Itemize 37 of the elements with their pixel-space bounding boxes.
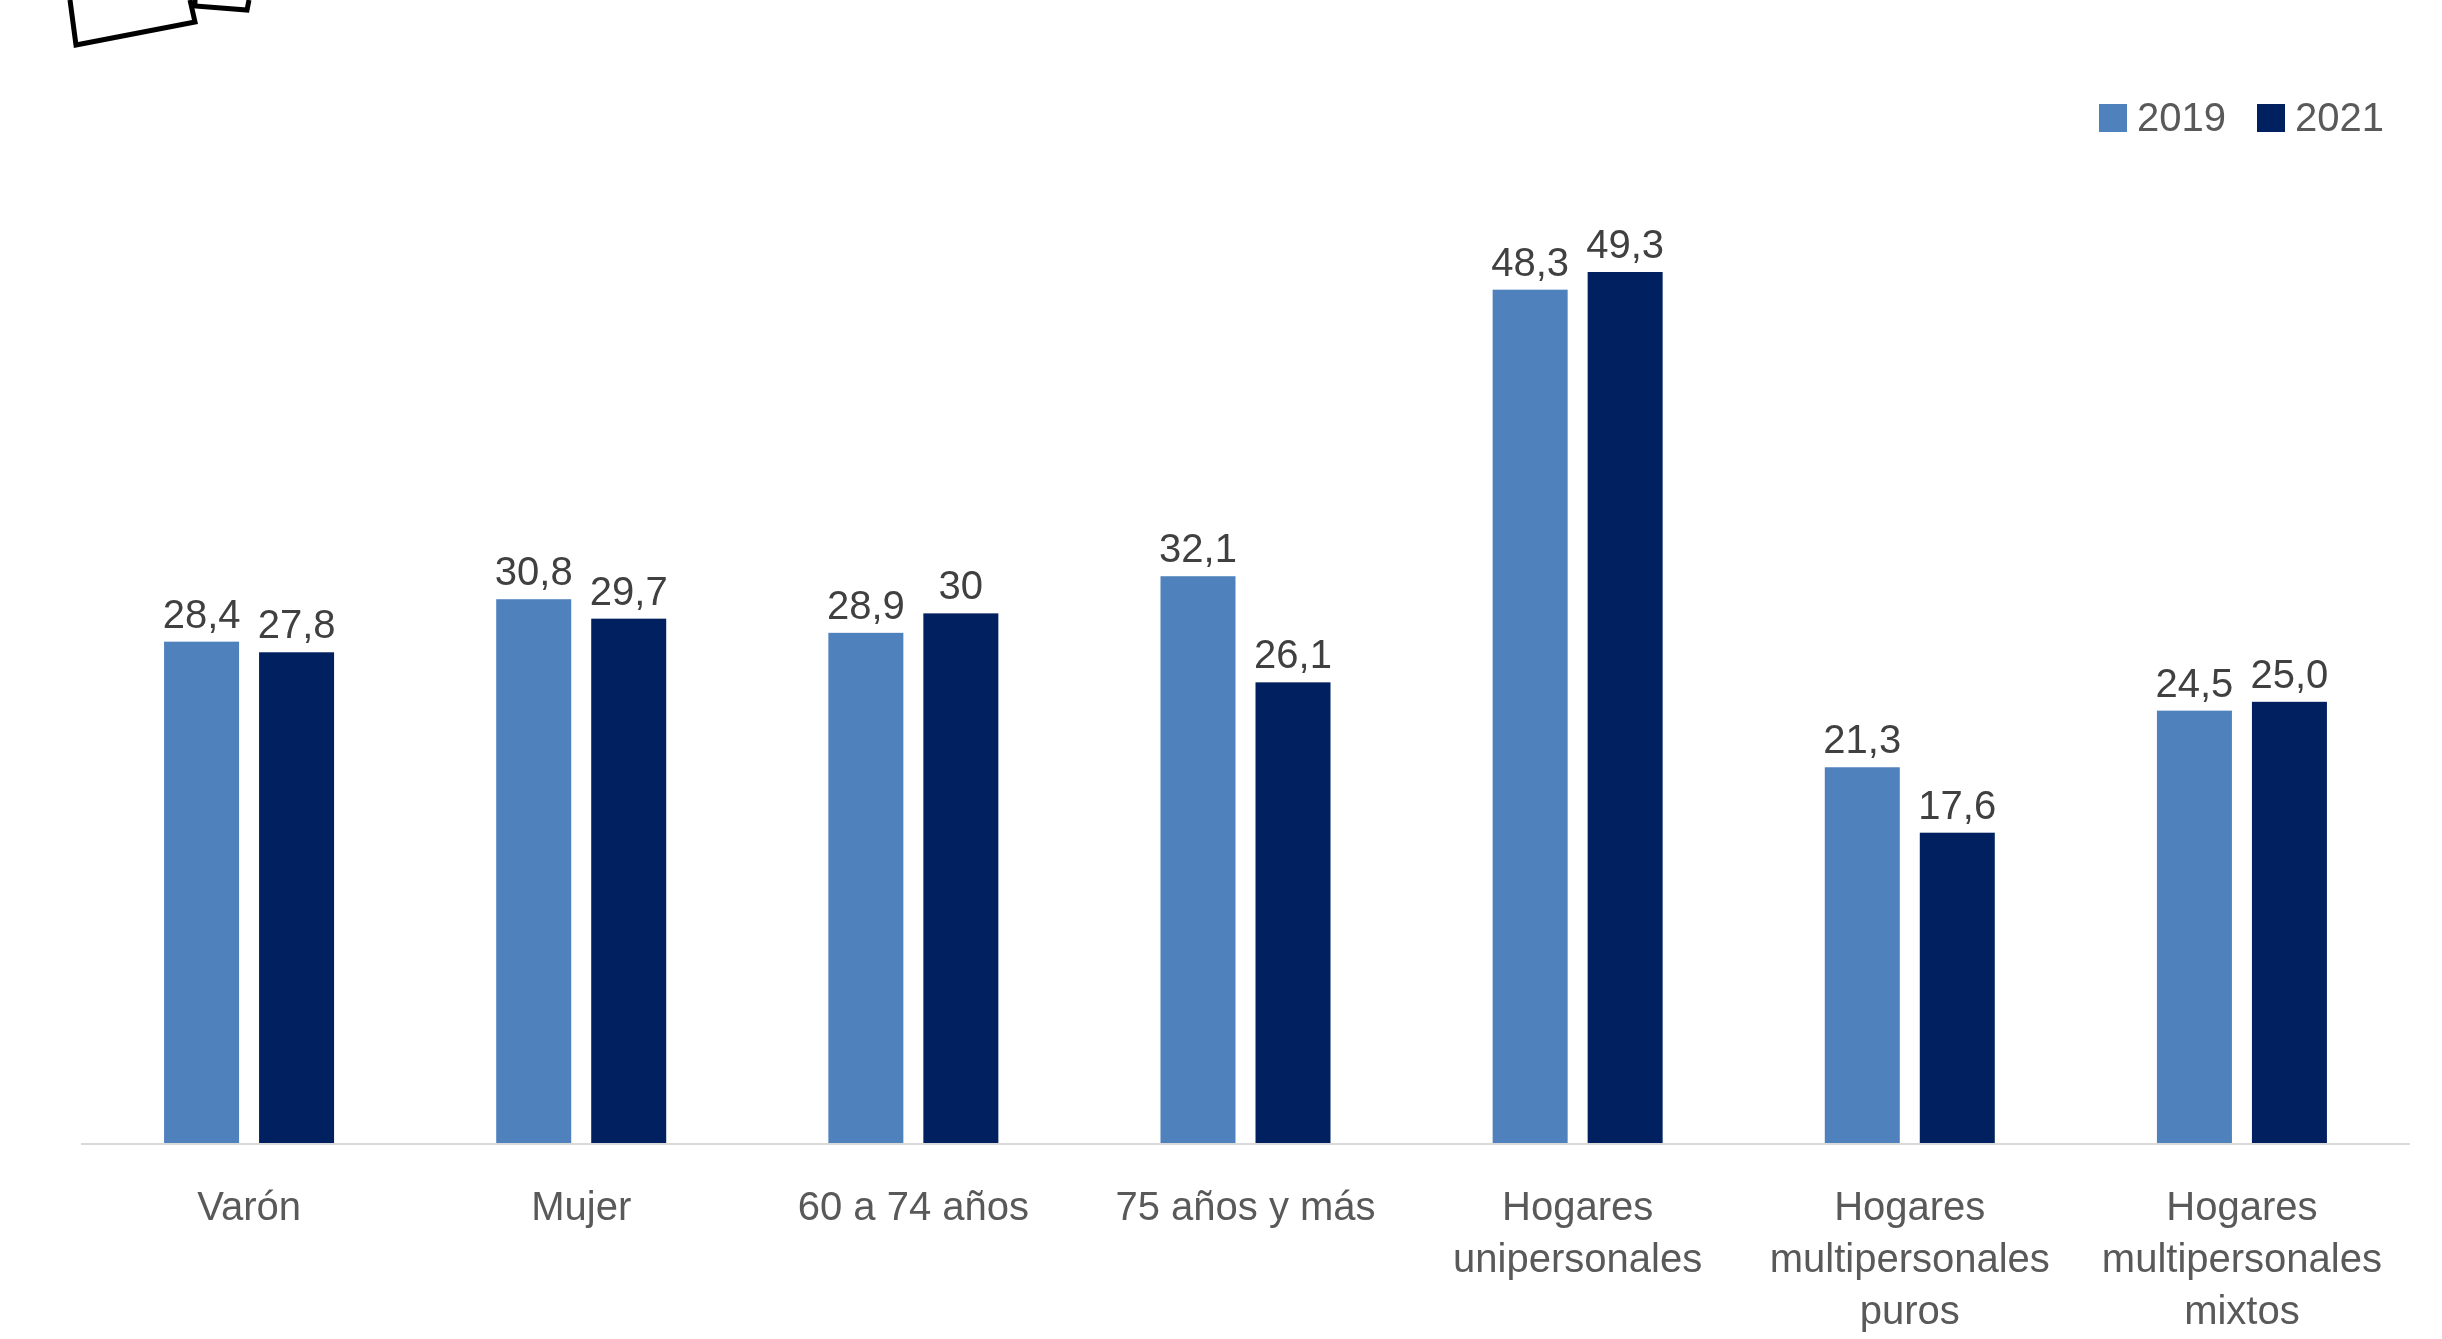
bar <box>591 618 667 1144</box>
x-tick-label: Hogares multipersonales mixtos <box>2101 1184 2382 1332</box>
data-label: 28,9 <box>826 582 905 627</box>
data-label: 26,1 <box>1254 632 1332 677</box>
bar <box>1160 576 1236 1144</box>
data-label: 21,3 <box>1823 717 1902 762</box>
x-tick-label: Hogares unipersonales <box>1453 1184 1703 1280</box>
data-label: 48,3 <box>1491 239 1570 284</box>
bar <box>2156 710 2232 1144</box>
bar <box>1919 832 1995 1144</box>
x-tick-label: Varón <box>197 1184 301 1228</box>
data-label: 25,0 <box>2250 651 2329 696</box>
data-label: 17,6 <box>1918 782 1997 827</box>
bar <box>2251 701 2327 1144</box>
data-label: 30,8 <box>494 549 573 594</box>
data-label: 49,3 <box>1586 222 1665 266</box>
data-label: 28,4 <box>162 591 241 636</box>
bar <box>1492 289 1568 1144</box>
legend-label: 2021 <box>2295 95 2384 139</box>
x-tick-label: Mujer <box>531 1184 632 1228</box>
legend-label: 2019 <box>2137 95 2226 139</box>
bar <box>1824 767 1900 1144</box>
data-label: 24,5 <box>2155 660 2234 705</box>
data-label: 29,7 <box>589 568 668 613</box>
bar <box>496 599 572 1144</box>
bar <box>828 632 904 1144</box>
data-label: 30 <box>938 563 984 608</box>
bar <box>1255 682 1331 1144</box>
data-label: 27,8 <box>257 602 336 647</box>
x-tick-label: Hogares multipersonales puros <box>1769 1184 2050 1332</box>
bar <box>259 652 335 1144</box>
data-label: 32,1 <box>1159 526 1237 571</box>
bar <box>1587 272 1663 1144</box>
bar <box>923 613 999 1144</box>
bar <box>164 641 240 1144</box>
x-tick-label: 75 años y más <box>1115 1184 1376 1228</box>
x-tick-label: 60 a 74 años <box>797 1184 1030 1228</box>
